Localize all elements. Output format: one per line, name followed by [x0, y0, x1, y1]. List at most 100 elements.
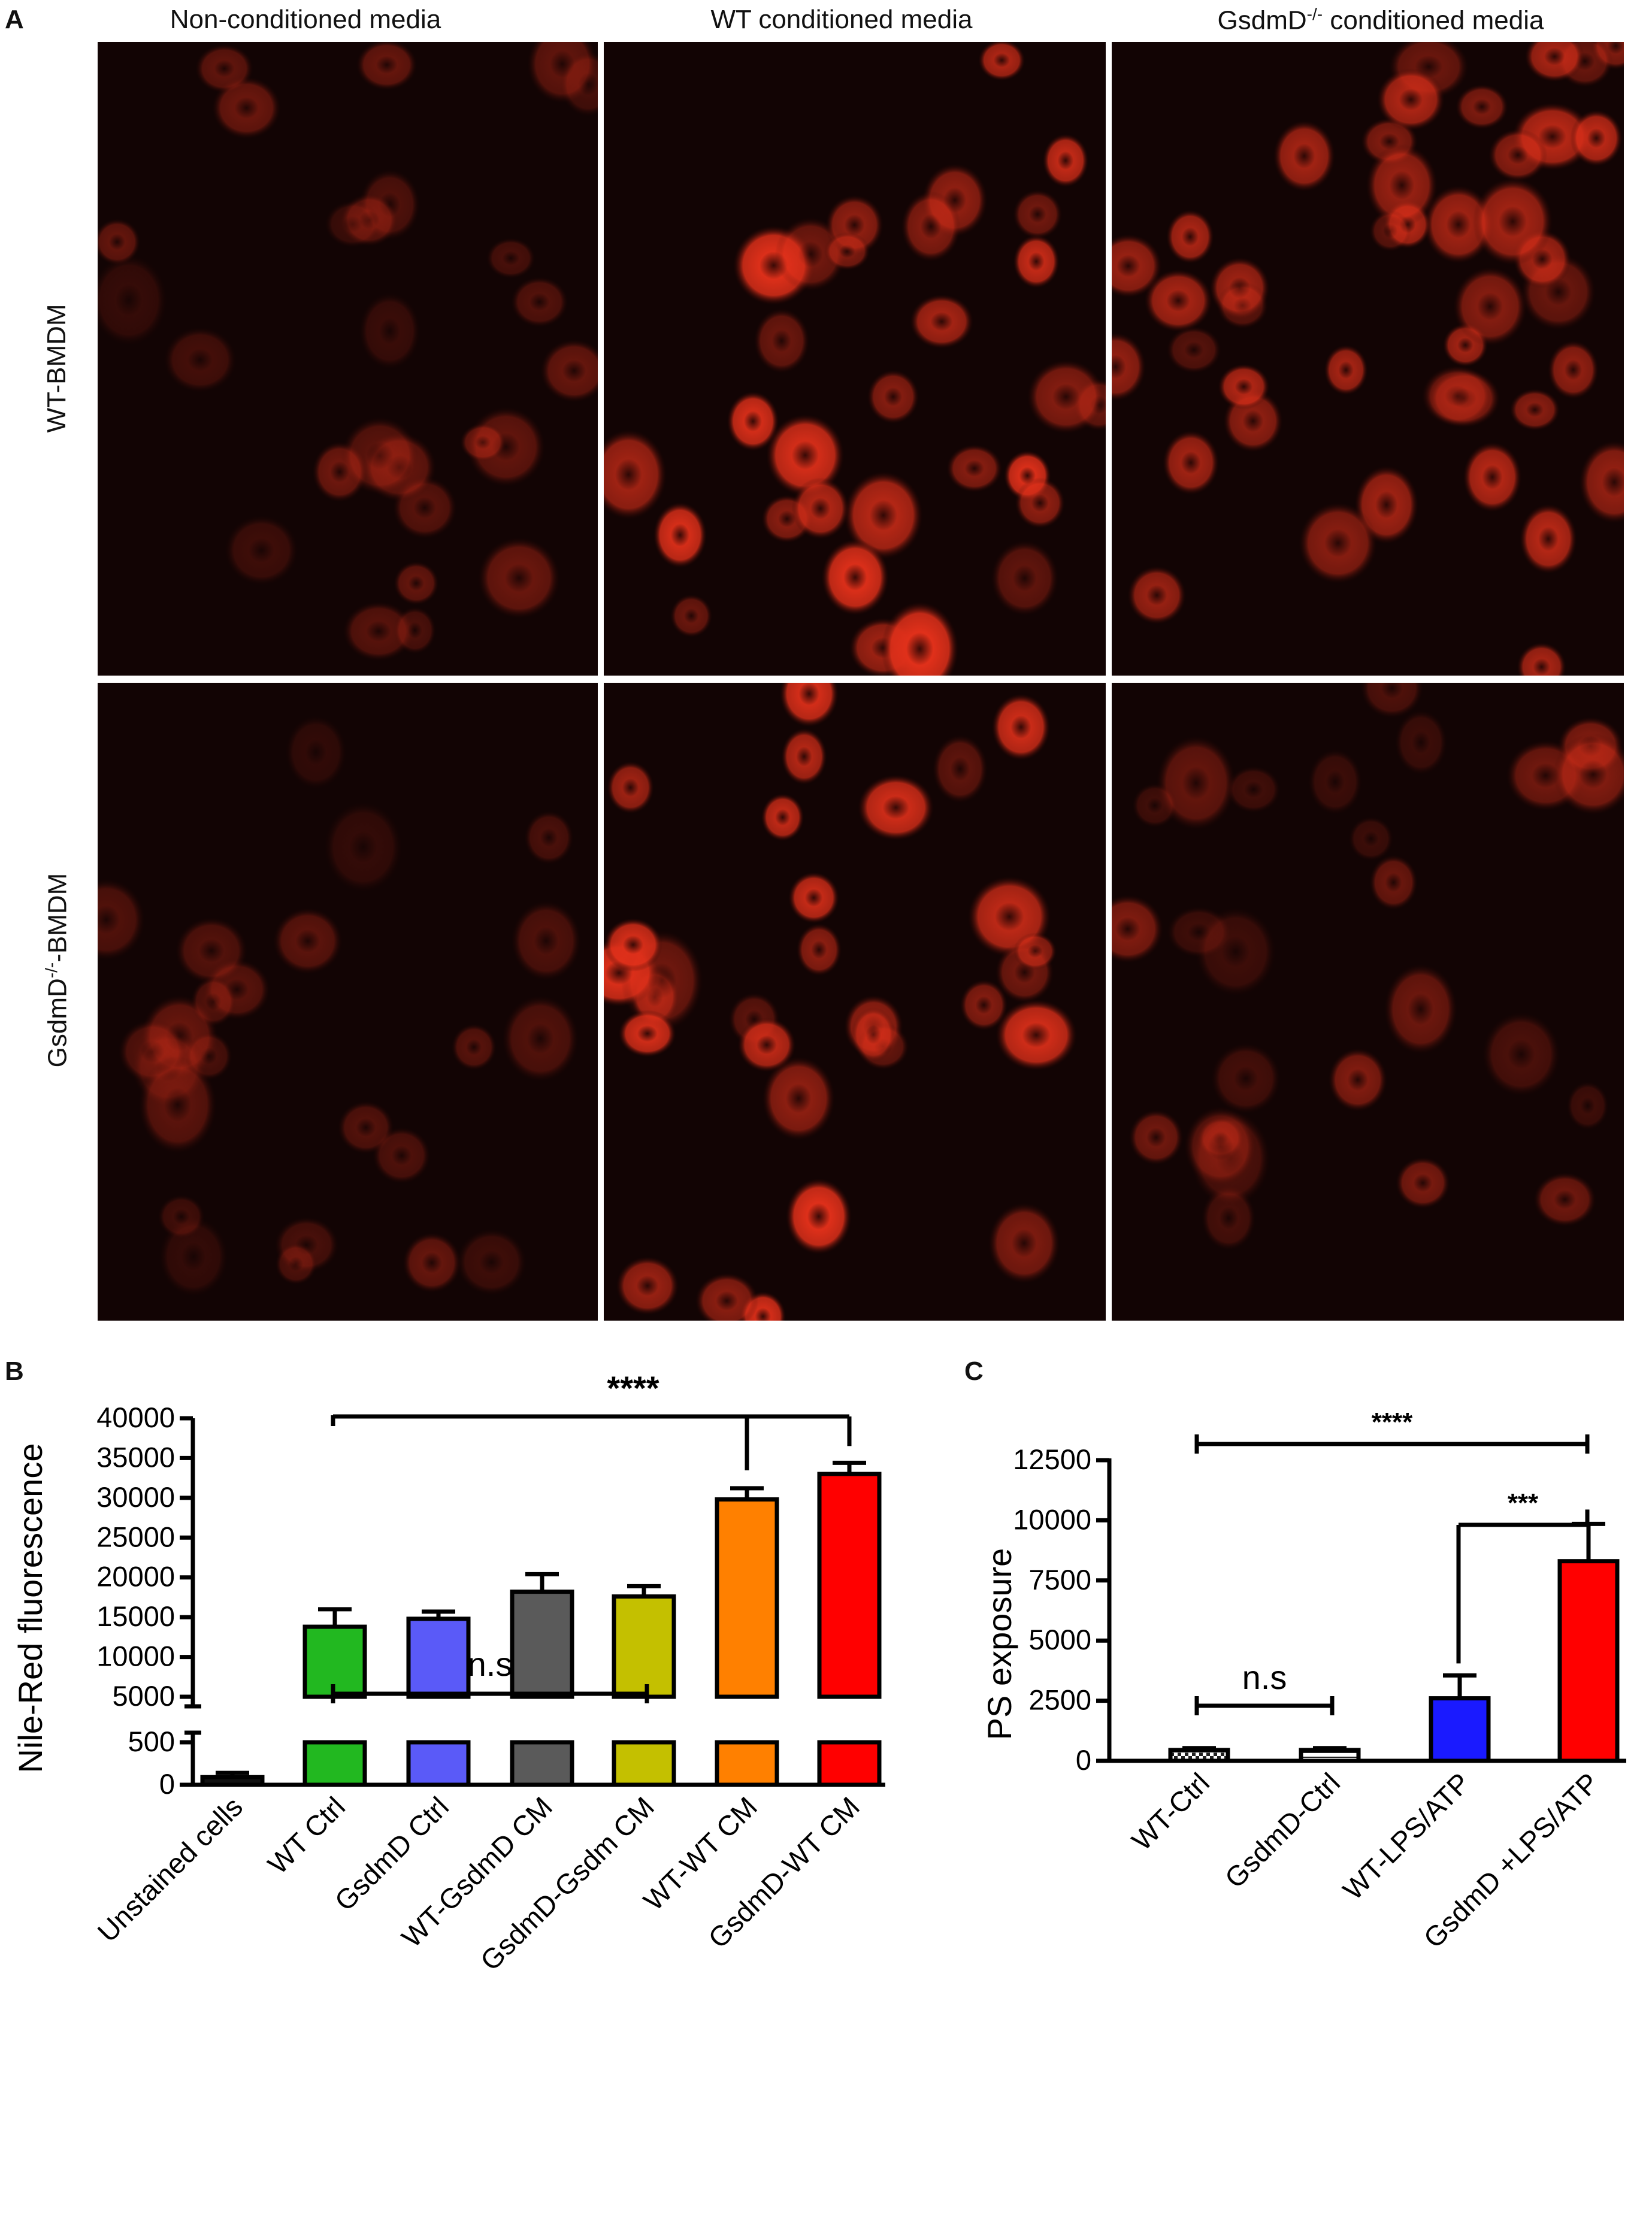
cell-shape: [604, 429, 667, 520]
y-tick-label: 7500: [1028, 1564, 1091, 1596]
cell-shape: [1455, 84, 1509, 129]
cell-shape: [1579, 440, 1624, 524]
cell-shape: [1376, 68, 1445, 131]
y-axis-label: Nile-Red fluorescence: [11, 1443, 49, 1773]
y-tick-label: 2500: [1028, 1684, 1091, 1716]
cell-shape: [1184, 1106, 1257, 1186]
cell-shape: [960, 979, 1008, 1031]
cell-shape: [1112, 234, 1162, 298]
cell-shape: [540, 339, 598, 402]
bar: [612, 1594, 676, 1699]
chart-c: 0 2500 5000 7500 10000 12500 PS exposure WT-Ctr…: [958, 1354, 1647, 2228]
bar: [612, 1740, 676, 1787]
bar: [302, 1624, 367, 1699]
y-tick-label: 12500: [1013, 1443, 1091, 1475]
x-tick-label: WT Ctrl: [262, 1791, 351, 1880]
y-tick-label: 35000: [96, 1441, 175, 1473]
cell-shape: [1112, 894, 1164, 964]
cell-shape: [988, 1203, 1060, 1284]
cell-shape: [991, 694, 1051, 761]
cell-shape: [990, 540, 1059, 616]
row-title-wt-bmdm: WT-BMDM: [42, 304, 71, 433]
bar: [1168, 1748, 1230, 1763]
cell-shape: [451, 1024, 497, 1071]
cell-shape: [1488, 128, 1548, 181]
column-title-superscript: -/-: [1306, 5, 1323, 23]
cell-shape: [1384, 964, 1458, 1055]
cell-shape: [1366, 144, 1438, 227]
cell-shape: [1482, 1012, 1560, 1097]
cell-shape: [1547, 340, 1599, 399]
cell-shape: [1027, 359, 1105, 434]
y-tick-label: 5000: [112, 1680, 175, 1712]
cell-shape: [867, 370, 919, 424]
cell-shape: [1013, 933, 1057, 970]
cell-shape: [761, 793, 804, 841]
y-tick-label: 0: [159, 1768, 175, 1800]
cell-shape: [285, 715, 347, 789]
cell-shape: [1570, 110, 1623, 167]
cell-shape: [175, 917, 248, 985]
cell-shape: [1348, 816, 1394, 861]
y-tick-label: 0: [1076, 1744, 1091, 1776]
cell-shape: [1553, 733, 1624, 815]
y-tick-label: 10000: [96, 1640, 175, 1672]
cell-shape: [607, 761, 655, 814]
cell-shape: [1328, 1048, 1388, 1112]
cell-shape: [356, 42, 417, 90]
cell-shape: [909, 294, 974, 349]
y-tick-label: 500: [128, 1726, 175, 1757]
significance-label: n.s: [1242, 1658, 1287, 1696]
column-title-gsdmd-conditioned: GsdmD-/- conditioned media: [1126, 5, 1635, 36]
micrograph-r1c3: [1112, 42, 1624, 676]
cell-shape: [796, 923, 842, 976]
bar: [817, 1740, 882, 1787]
cell-shape: [653, 502, 707, 568]
cell-shape: [843, 471, 923, 559]
cell-shape: [1533, 1172, 1596, 1227]
row-title-superscript: -/-: [42, 962, 60, 979]
chart-b-svg: 5000 10000 15000 20000 25000 30000 35000 40000 0…: [11, 1369, 885, 1977]
bar: [406, 1617, 471, 1699]
cell-shape: [190, 976, 236, 1027]
cell-shape: [195, 44, 254, 93]
panel-c-letter: C: [964, 1357, 984, 1386]
cell-shape: [559, 52, 598, 117]
cell-shape: [1308, 749, 1363, 815]
cell-shape: [1127, 565, 1187, 625]
cell-shape: [402, 1232, 462, 1293]
cell-shape: [762, 1057, 836, 1140]
cell-shape: [372, 1127, 431, 1184]
cell-shape: [501, 995, 579, 1082]
micrograph-r1c2: [604, 42, 1106, 676]
cell-shape: [359, 292, 421, 370]
significance-label: ***: [1508, 1488, 1539, 1518]
cell-shape: [323, 801, 403, 893]
cell-shape: [1394, 709, 1448, 776]
y-tick-label: 40000: [96, 1401, 175, 1433]
cell-shape: [1360, 683, 1424, 719]
cell-shape: [618, 1010, 676, 1058]
cell-shape: [1509, 389, 1560, 431]
micrograph-r1c1: [98, 42, 598, 676]
significance-label: ****: [1372, 1407, 1413, 1437]
cell-shape: [1273, 120, 1336, 192]
micrograph-r2c3: [1112, 683, 1624, 1321]
row-title-gsdmd-text: GsdmD: [43, 978, 72, 1068]
y-tick-label: 20000: [96, 1561, 175, 1593]
cell-shape: [1211, 1043, 1281, 1115]
cell-shape: [616, 1256, 679, 1315]
cell-shape: [932, 734, 988, 804]
cell-shape: [98, 254, 168, 346]
cell-shape: [325, 200, 381, 248]
x-tick-label: GsdmD-Gsdm CM: [474, 1791, 660, 1977]
cell-shape: [946, 444, 1003, 493]
cell-shape: [1166, 326, 1221, 374]
cell-shape: [510, 276, 568, 328]
bar: [510, 1740, 574, 1787]
y-tick-label: 15000: [96, 1600, 175, 1632]
cell-shape: [158, 1194, 205, 1239]
bar: [1299, 1748, 1361, 1763]
cell-shape: [1195, 907, 1276, 997]
cell-shape: [824, 232, 870, 271]
